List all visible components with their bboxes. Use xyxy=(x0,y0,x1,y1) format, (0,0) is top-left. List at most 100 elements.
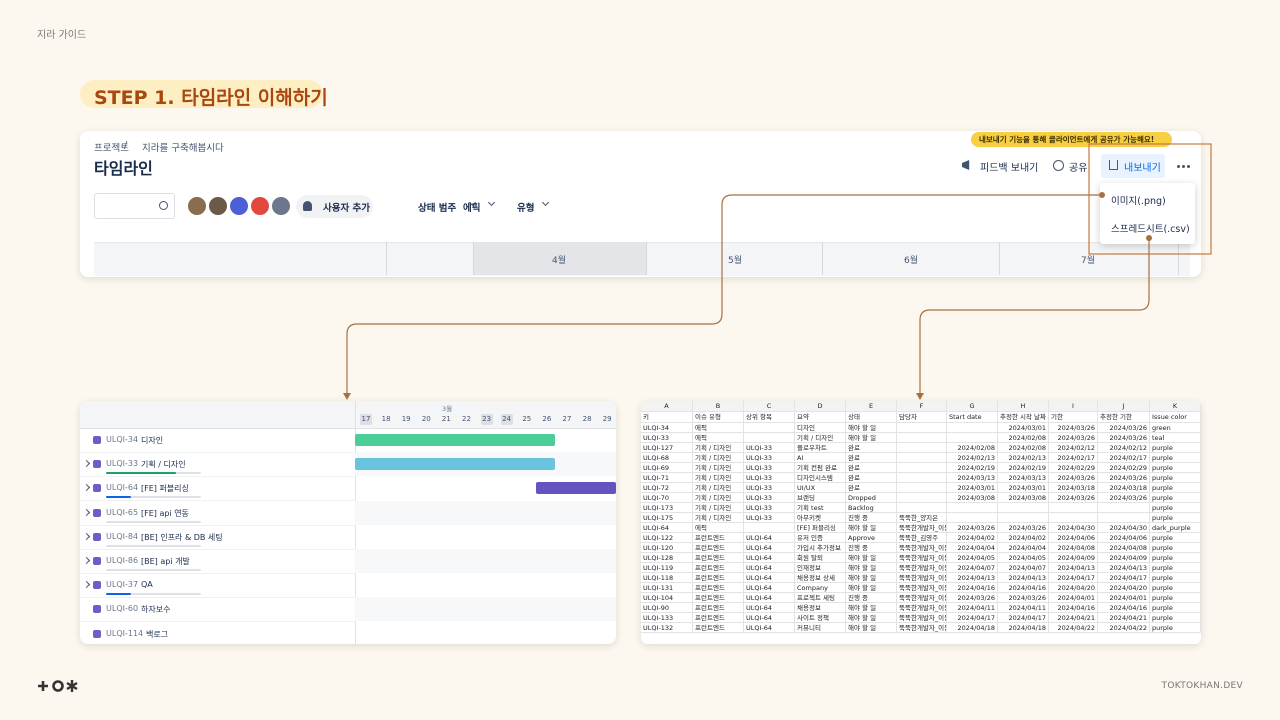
cell: 기획 / 디자인 xyxy=(693,503,744,513)
cell: 2024/04/17 xyxy=(1049,573,1098,583)
day-label: 26 xyxy=(542,415,552,423)
issue-title[interactable]: 백로그 xyxy=(146,629,169,639)
export-button[interactable] xyxy=(1101,154,1165,178)
cell: ULQI-33 xyxy=(744,463,795,473)
cell: 2024/04/07 xyxy=(947,563,998,573)
cell: ULQI-33 xyxy=(744,493,795,503)
issue-key[interactable]: ULQI-37 xyxy=(106,580,139,590)
breadcrumb-item[interactable]: 프로젝트 xyxy=(94,143,129,154)
menu-item[interactable]: 이미지(.png) xyxy=(1111,196,1166,207)
cell: ULQI-64 xyxy=(744,553,795,563)
month-label: 3월 xyxy=(442,405,453,413)
issue-title[interactable]: QA xyxy=(141,580,153,590)
cell: 2024/03/01 xyxy=(998,423,1049,433)
avatar[interactable] xyxy=(270,195,292,217)
cell: ULQI-33 xyxy=(744,483,795,493)
cell: 2024/04/07 xyxy=(998,563,1049,573)
column-letter: E xyxy=(846,401,897,412)
header-cell: Start date xyxy=(947,412,998,423)
issue-key[interactable]: ULQI-84 xyxy=(106,531,139,541)
cell: 완료 xyxy=(846,483,897,493)
issue-key[interactable]: ULQI-33 xyxy=(106,459,139,469)
month-divider xyxy=(999,242,1000,275)
cell: 기획 컨펌 완료 xyxy=(795,463,846,473)
row-divider xyxy=(80,524,355,526)
cell: 2024/04/13 xyxy=(1049,563,1098,573)
cell xyxy=(897,483,947,493)
filter[interactable]: 유형 xyxy=(517,203,535,214)
cell: ULQI-72 xyxy=(641,483,693,493)
month-label: 7월 xyxy=(1081,256,1096,266)
cell: Backlog xyxy=(846,503,897,513)
timeline-bar[interactable] xyxy=(355,434,555,446)
issue-title[interactable]: 하자보수 xyxy=(141,605,171,615)
connector-line xyxy=(346,194,1102,394)
issue-title[interactable]: [BE] api 개발 xyxy=(141,557,190,566)
cell: ULQI-104 xyxy=(641,593,693,603)
page-title: 타임라인 xyxy=(94,159,153,178)
menu-item[interactable]: 스프레드시트(.csv) xyxy=(1111,224,1190,235)
action-feedback[interactable]: 피드백 보내기 xyxy=(980,163,1039,174)
cell: 해야 할 일 xyxy=(846,613,897,623)
column-letter: I xyxy=(1049,401,1098,412)
issue-icon xyxy=(93,629,101,638)
cell: 브랜딩 xyxy=(795,493,846,503)
issue-title[interactable]: 디자인 xyxy=(141,436,164,445)
issue-title[interactable]: [BE] 인프라 & DB 세팅 xyxy=(141,532,223,542)
issue-key[interactable]: ULQI-60 xyxy=(106,604,139,614)
cell: purple xyxy=(1150,473,1201,483)
issue-title[interactable]: 기획 / 디자인 xyxy=(141,460,186,470)
breadcrumb-item: / xyxy=(124,140,128,151)
cell: 2024/03/26 xyxy=(1049,473,1098,483)
export-icon xyxy=(1109,160,1118,170)
issue-title[interactable]: [FE] api 연동 xyxy=(141,508,189,518)
day-label: 23 xyxy=(482,415,492,423)
cell: ULQI-64 xyxy=(744,623,795,633)
breadcrumb-item[interactable]: 지라를 구축해봅시다 xyxy=(142,143,224,154)
cell: [FE] 퍼블리싱 xyxy=(795,523,846,533)
add-user-button[interactable] xyxy=(296,195,373,218)
filter[interactable]: 상태 범주 xyxy=(418,203,457,214)
action-share[interactable]: 공유 xyxy=(1069,163,1088,174)
issue-key[interactable]: ULQI-64 xyxy=(106,483,139,493)
issue-key[interactable]: ULQI-86 xyxy=(106,556,139,565)
cell: 2024/04/01 xyxy=(1098,593,1150,603)
cell: 해야 할 일 xyxy=(846,583,897,593)
row-divider xyxy=(80,452,355,453)
progress-track xyxy=(106,569,201,571)
cell xyxy=(1098,513,1150,523)
cell xyxy=(897,433,947,443)
tooltip xyxy=(971,132,1172,147)
cell: 에픽 xyxy=(693,433,744,443)
day-label: 28 xyxy=(582,415,592,423)
cell xyxy=(1049,513,1098,523)
cell: 사이트 정책 xyxy=(795,613,846,623)
cell: ULQI-122 xyxy=(641,533,693,543)
cell: ULQI-33 xyxy=(744,503,795,513)
cell: 2024/02/12 xyxy=(1049,443,1098,453)
cell: ULQI-128 xyxy=(641,553,693,563)
cell: 해야 할 일 xyxy=(846,603,897,613)
cell: 2024/04/16 xyxy=(998,583,1049,593)
cell: 2024/04/11 xyxy=(947,603,998,613)
search-box[interactable] xyxy=(94,193,175,219)
cell: 완료 xyxy=(846,443,897,453)
cell: ULQI-64 xyxy=(744,563,795,573)
issue-key[interactable]: ULQI-34 xyxy=(106,435,139,444)
action-export[interactable]: 내보내기 xyxy=(1124,163,1161,174)
header-cell: 요약 xyxy=(795,412,846,423)
issue-key[interactable]: ULQI-114 xyxy=(106,628,144,638)
cell: purple xyxy=(1150,623,1201,633)
cell: ULQI-118 xyxy=(641,573,693,583)
issue-key[interactable]: ULQI-65 xyxy=(106,507,139,517)
timeline-bar[interactable] xyxy=(355,458,555,471)
filter[interactable]: 에픽 xyxy=(463,203,481,214)
cell: 커뮤니티 xyxy=(795,623,846,633)
filter-add-user[interactable]: 사용자 추가 xyxy=(323,203,371,214)
cell: 해야 할 일 xyxy=(846,573,897,583)
issue-title[interactable]: [FE] 퍼블리싱 xyxy=(141,484,189,494)
progress-track xyxy=(106,496,201,499)
cell: 2024/03/26 xyxy=(1098,433,1150,443)
cell: 회원 탈퇴 xyxy=(795,553,846,563)
timeline-bar[interactable] xyxy=(536,482,616,495)
